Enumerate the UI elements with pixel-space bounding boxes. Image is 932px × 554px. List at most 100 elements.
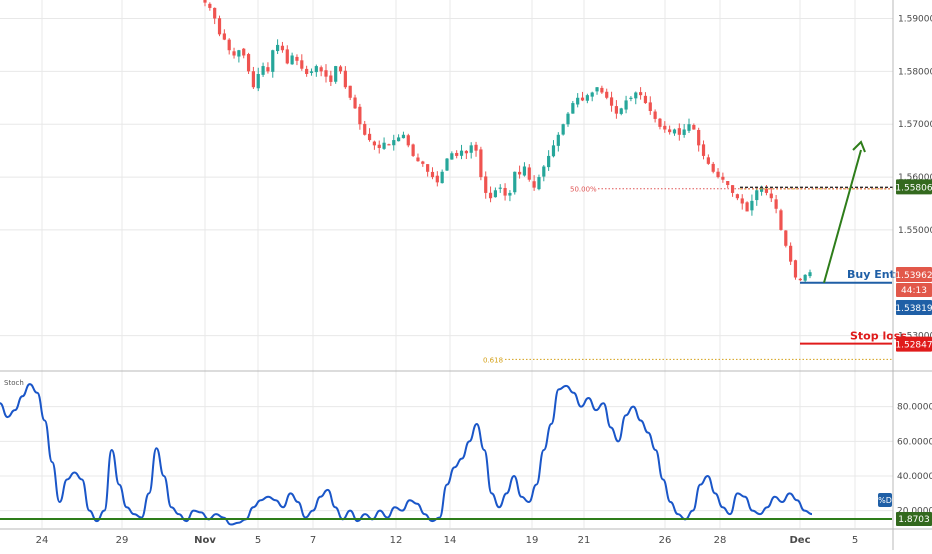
candle-body: [609, 97, 614, 106]
x-tick-label: 19: [526, 535, 539, 546]
candle-body: [246, 54, 251, 72]
y-tick-label: 1.55000: [898, 226, 932, 236]
candle-body: [440, 171, 444, 184]
candle-body: [547, 155, 551, 168]
candle-body: [488, 192, 493, 199]
candle-body: [668, 129, 672, 133]
candle-body: [532, 181, 536, 188]
candle-body: [266, 67, 270, 72]
candle-body: [590, 92, 594, 97]
y-tick-label: 1.57000: [898, 120, 932, 130]
candle-body: [484, 176, 488, 193]
candle-body: [217, 18, 222, 35]
x-tick-label: 5: [852, 535, 858, 546]
projection-arrow-head: [852, 140, 866, 153]
candle-body: [455, 152, 459, 156]
stoch-title: Stoch: [4, 379, 24, 387]
candle-body: [309, 71, 314, 73]
candle-body: [508, 192, 512, 196]
candle-body: [706, 157, 710, 164]
candle-body: [605, 91, 609, 98]
candle-body: [338, 66, 343, 72]
candle-body: [426, 164, 430, 172]
x-tick-label: 12: [390, 535, 403, 546]
candle-body: [542, 166, 546, 177]
candle-body: [324, 70, 328, 77]
candle-body: [256, 74, 260, 89]
candle-body: [624, 100, 628, 110]
candle-body: [643, 95, 648, 104]
stop-price-tag-text: 1.52847: [895, 341, 932, 351]
candle-body: [203, 0, 207, 3]
candle-body: [358, 106, 362, 125]
candle-body: [319, 67, 323, 72]
candle-body: [701, 144, 706, 156]
candle-body: [290, 55, 294, 65]
candle-body: [566, 113, 570, 125]
stoch-price-tag-bg: [896, 512, 932, 526]
stoch-y-tick-label: 60.0000: [897, 437, 932, 447]
candle-body: [750, 200, 754, 211]
candle-body: [518, 171, 522, 175]
candle-body: [721, 176, 725, 180]
x-tick-label: 5: [255, 535, 261, 546]
candle-body: [726, 181, 730, 185]
x-tick-label: Nov: [194, 535, 216, 546]
candle-body: [653, 111, 657, 119]
candle-body: [614, 106, 618, 114]
candle-body: [634, 92, 638, 99]
candle-body: [677, 128, 681, 135]
candle-body: [372, 141, 376, 146]
pct-d-badge-text: %D: [878, 496, 892, 505]
candle-body: [692, 125, 696, 130]
candle-body: [242, 48, 246, 56]
candle-body: [774, 199, 778, 209]
candle-body: [561, 124, 565, 135]
buy-price-tag-bg: [896, 300, 932, 315]
candle-body: [416, 157, 420, 162]
stoch-y-tick-label: 80.0000: [897, 403, 932, 413]
candle-body: [411, 144, 415, 156]
candle-body: [474, 144, 478, 151]
candle-body: [334, 66, 338, 82]
candle-body: [329, 75, 333, 82]
x-tick-label: Dec: [789, 535, 810, 546]
candle-body: [556, 134, 560, 146]
projection-arrow-line: [823, 149, 862, 284]
candle-body: [769, 193, 773, 199]
candle-body: [464, 150, 468, 154]
candle-body: [745, 202, 749, 212]
candle-body: [537, 177, 541, 190]
candle-body: [348, 85, 352, 98]
candle-body: [522, 166, 527, 176]
candle-body: [276, 44, 280, 52]
current-price-tag-text: 1.53962: [895, 271, 932, 281]
candle-body: [430, 171, 435, 178]
candle-body: [793, 260, 798, 278]
candle-body: [716, 171, 720, 178]
stoch-y-tick-label: 20.0000: [897, 507, 932, 517]
fib-50-label: 50.00%: [570, 186, 597, 194]
resistance-tag-text: 1.55806: [895, 183, 932, 193]
candle-body: [222, 33, 226, 40]
candle-body: [498, 187, 502, 189]
candle-body: [479, 149, 483, 178]
candle-body: [300, 60, 304, 69]
candle-body: [663, 125, 667, 130]
candle-body: [600, 87, 604, 93]
candle-body: [697, 129, 701, 146]
x-tick-label: 26: [659, 535, 672, 546]
stoch-line: [0, 383, 813, 526]
candle-body: [493, 190, 497, 198]
buy-entry-label: Buy Entry: [847, 268, 907, 281]
current-price-tag-bg: [896, 267, 932, 282]
x-tick-label: 29: [116, 535, 129, 546]
candle-body: [682, 129, 686, 135]
stoch-price-tag-text: 1.8703: [898, 515, 930, 525]
x-tick-label: 14: [444, 535, 457, 546]
candle-body: [687, 124, 691, 131]
candle-body: [658, 118, 662, 127]
candle-body: [648, 102, 652, 111]
